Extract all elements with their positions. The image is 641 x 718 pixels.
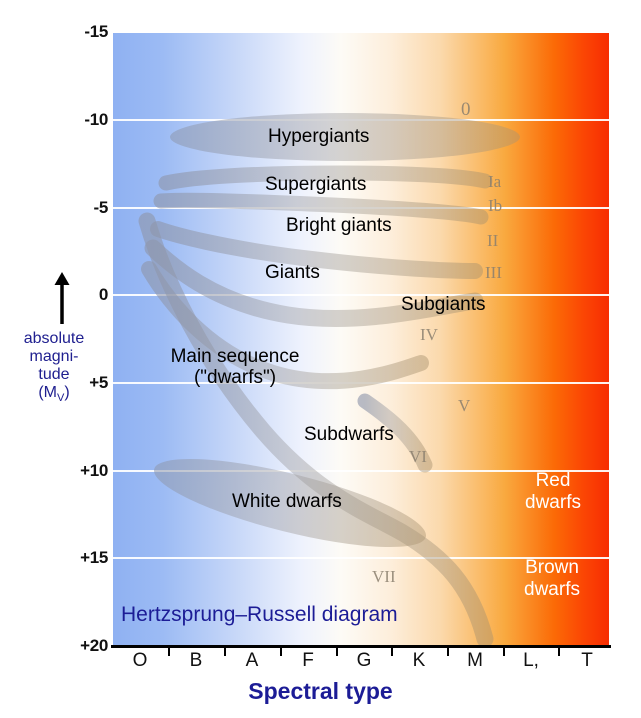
diagram-title: Hertzsprung–Russell diagram <box>121 603 398 626</box>
luminosity-class-VI: VI <box>409 447 427 466</box>
x-tick-label-L: L, <box>523 650 539 671</box>
x-tick-label-F: F <box>302 650 314 671</box>
gridline-0 <box>113 294 609 296</box>
y-tick-plus15: +15 <box>80 548 108 567</box>
region-label-main-sequence: Main sequence ("dwarfs") <box>145 346 325 388</box>
y-tick-minus10: -10 <box>84 110 108 129</box>
region-label-hypergiants: Hypergiants <box>268 126 370 147</box>
band-hypergiants <box>170 113 520 161</box>
region-label-white-dwarfs: White dwarfs <box>232 491 342 512</box>
y-axis-line <box>111 33 113 647</box>
brown-dwarfs-line-2: dwarfs <box>524 579 580 600</box>
y-tick-plus10: +10 <box>80 461 108 480</box>
y-axis-title-line-5: ) <box>64 384 70 401</box>
x-tick-label-K: K <box>412 650 426 671</box>
luminosity-class-III: III <box>485 263 502 282</box>
y-axis-title-line-1: absolute <box>23 330 85 347</box>
luminosity-class-Ia: Ia <box>488 172 502 191</box>
y-tick-minus5: -5 <box>93 198 108 217</box>
y-axis-title-subscript: V <box>56 392 65 405</box>
band-subdwarfs <box>357 393 433 473</box>
star-population-bands <box>138 113 520 645</box>
region-label-subdwarfs: Subdwarfs <box>304 424 394 445</box>
x-tick-mark-5 <box>391 646 393 656</box>
y-axis-title: absolute magni- tude (MV) <box>2 330 106 407</box>
main-sequence-line-1: Main sequence <box>170 346 300 367</box>
red-dwarfs-line-2: dwarfs <box>525 492 581 513</box>
band-supergiants-Ia <box>158 165 493 191</box>
x-tick-mark-7 <box>503 646 505 656</box>
hr-diagram-plot-area: Hypergiants Supergiants Bright giants Gi… <box>113 33 609 645</box>
x-axis-title: Spectral type <box>248 678 393 704</box>
luminosity-class-Ib: Ib <box>488 196 503 215</box>
x-tick-mark-4 <box>336 646 338 656</box>
x-tick-label-T: T <box>581 650 593 671</box>
band-supergiants-Ib <box>153 192 489 225</box>
y-axis-title-line-4: (M <box>38 384 57 401</box>
y-tick-plus20: +20 <box>80 636 108 655</box>
up-arrow-icon <box>54 272 70 324</box>
x-tick-label-O: O <box>132 650 148 671</box>
y-axis-tick-labels: -15 -10 -5 0 +5 +10 +15 +20 <box>0 0 108 718</box>
luminosity-class-0: 0 <box>461 99 471 120</box>
x-tick-label-G: G <box>356 650 372 671</box>
region-label-subgiants: Subgiants <box>401 294 486 315</box>
y-axis-title-line-3: tude <box>38 366 70 383</box>
brown-dwarfs-line-1: Brown <box>525 557 579 578</box>
region-label-brown-dwarfs: Brown dwarfs <box>502 557 602 601</box>
x-tick-label-B: B <box>189 650 203 671</box>
x-tick-mark-2 <box>224 646 226 656</box>
luminosity-class-V: V <box>458 396 471 415</box>
x-tick-mark-1 <box>168 646 170 656</box>
band-giants <box>144 239 484 328</box>
band-bright-giants <box>150 221 483 279</box>
red-dwarfs-line-1: Red <box>535 470 571 491</box>
x-tick-label-A: A <box>245 650 259 671</box>
x-axis-line <box>111 645 611 648</box>
gridline-plus10 <box>113 470 609 472</box>
x-tick-mark-3 <box>280 646 282 656</box>
x-tick-label-M: M <box>467 650 483 671</box>
region-label-giants: Giants <box>265 262 320 283</box>
y-axis-title-line-2: magni- <box>29 348 79 365</box>
y-tick-minus15: -15 <box>84 22 108 41</box>
y-tick-plus5: +5 <box>89 373 108 392</box>
main-sequence-line-2: ("dwarfs") <box>193 367 277 388</box>
x-tick-mark-8 <box>558 646 560 656</box>
x-tick-mark-6 <box>447 646 449 656</box>
region-label-red-dwarfs: Red dwarfs <box>505 470 601 514</box>
region-label-supergiants: Supergiants <box>265 174 367 195</box>
y-tick-0: 0 <box>98 285 108 304</box>
band-white-dwarfs <box>153 458 427 548</box>
luminosity-class-II: II <box>487 231 499 250</box>
region-label-bright-giants: Bright giants <box>286 215 392 236</box>
luminosity-class-IV: IV <box>420 325 438 344</box>
gridline-plus15 <box>113 557 609 559</box>
luminosity-class-VII: VII <box>372 567 396 586</box>
